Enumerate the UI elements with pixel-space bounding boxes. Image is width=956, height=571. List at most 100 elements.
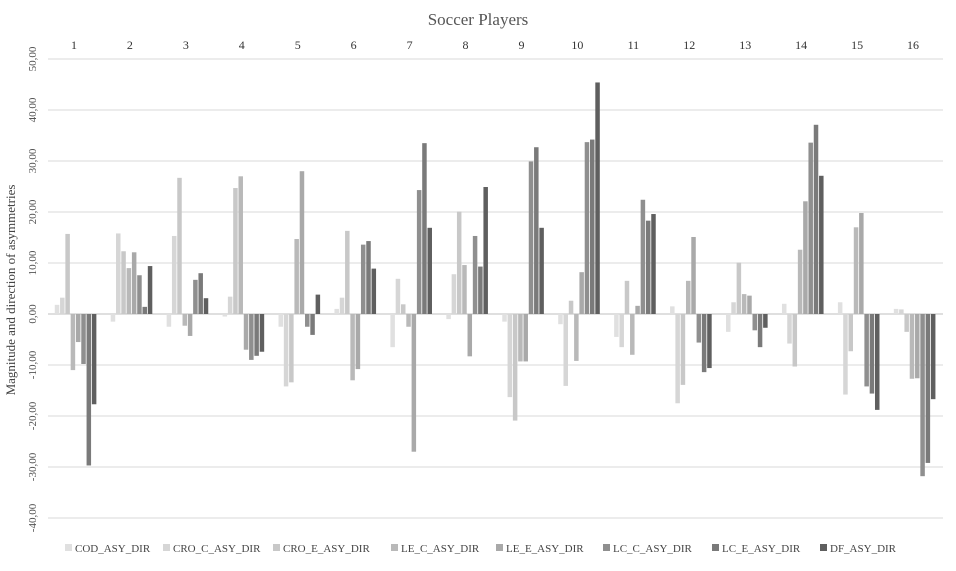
bar-le-e-asy-dir bbox=[75, 314, 81, 343]
bar-cod-asy-dir bbox=[614, 314, 619, 337]
bar-df-asy-dir bbox=[203, 298, 209, 314]
bar-lc-c-asy-dir bbox=[249, 314, 254, 360]
legend-label: LC_E_ASY_DIR bbox=[722, 543, 801, 555]
y-tick-label: -40,00 bbox=[27, 503, 39, 532]
bar-df-asy-dir bbox=[707, 314, 712, 369]
category-label: 2 bbox=[127, 38, 133, 52]
bar-le-c-asy-dir bbox=[350, 314, 355, 381]
y-tick-label: 20,00 bbox=[27, 199, 39, 224]
bar-le-e-asy-dir bbox=[243, 314, 249, 350]
bar-df-asy-dir bbox=[259, 314, 265, 352]
bar-cro-c-asy-dir bbox=[227, 296, 233, 314]
bar-lc-e-asy-dir bbox=[142, 306, 148, 314]
bar-cro-c-asy-dir bbox=[619, 314, 624, 348]
bar-cod-asy-dir bbox=[558, 314, 563, 325]
y-tick-label: 50,00 bbox=[27, 46, 39, 71]
legend-label: LE_C_ASY_DIR bbox=[401, 543, 480, 555]
bar-lc-e-asy-dir bbox=[478, 266, 483, 314]
bar-lc-c-asy-dir bbox=[584, 142, 590, 314]
category-label: 5 bbox=[295, 38, 301, 52]
bar-le-c-asy-dir bbox=[685, 280, 691, 314]
bar-cod-asy-dir bbox=[726, 314, 731, 332]
category-label: 1 bbox=[71, 38, 77, 52]
bar-cro-c-asy-dir bbox=[675, 314, 680, 404]
bar-cod-asy-dir bbox=[278, 314, 284, 327]
bar-cro-e-asy-dir bbox=[121, 251, 126, 314]
bar-le-c-asy-dir bbox=[518, 314, 523, 362]
legend-label: CRO_C_ASY_DIR bbox=[173, 543, 261, 555]
bar-cod-asy-dir bbox=[837, 302, 843, 314]
bar-cro-e-asy-dir bbox=[624, 280, 630, 314]
bar-cro-e-asy-dir bbox=[792, 314, 798, 367]
bar-df-asy-dir bbox=[874, 314, 880, 410]
bar-cod-asy-dir bbox=[166, 314, 172, 327]
bar-le-e-asy-dir bbox=[803, 201, 808, 314]
bar-lc-e-asy-dir bbox=[310, 314, 315, 335]
bar-le-e-asy-dir bbox=[467, 314, 473, 357]
bar-cro-e-asy-dir bbox=[65, 233, 70, 314]
bar-lc-c-asy-dir bbox=[640, 199, 646, 314]
bar-le-e-asy-dir bbox=[523, 314, 528, 362]
bar-cod-asy-dir bbox=[222, 314, 228, 317]
bar-lc-e-asy-dir bbox=[534, 147, 539, 314]
bar-lc-c-asy-dir bbox=[808, 142, 813, 314]
bar-cro-e-asy-dir bbox=[680, 314, 686, 385]
bar-cro-e-asy-dir bbox=[233, 188, 238, 314]
bar-cro-c-asy-dir bbox=[451, 274, 457, 314]
legend-label: LC_C_ASY_DIR bbox=[613, 543, 693, 555]
bar-cro-c-asy-dir bbox=[60, 297, 65, 314]
legend-label: LE_E_ASY_DIR bbox=[506, 543, 584, 555]
bar-le-e-asy-dir bbox=[915, 314, 920, 379]
bar-lc-e-asy-dir bbox=[813, 124, 819, 314]
bar-lc-e-asy-dir bbox=[590, 139, 595, 314]
bar-cro-c-asy-dir bbox=[395, 278, 401, 314]
category-label: 16 bbox=[907, 38, 919, 52]
bar-df-asy-dir bbox=[315, 294, 321, 314]
bar-cro-c-asy-dir bbox=[899, 309, 904, 314]
bar-df-asy-dir bbox=[539, 227, 544, 314]
bar-le-c-asy-dir bbox=[126, 268, 132, 314]
bar-lc-e-asy-dir bbox=[86, 314, 92, 466]
bar-cro-e-asy-dir bbox=[177, 177, 182, 314]
bar-cro-e-asy-dir bbox=[456, 211, 462, 314]
category-label: 10 bbox=[571, 38, 583, 52]
bar-lc-e-asy-dir bbox=[254, 314, 259, 356]
bar-layer bbox=[54, 82, 936, 477]
bar-cod-asy-dir bbox=[390, 314, 395, 348]
bar-lc-c-asy-dir bbox=[864, 314, 869, 387]
bar-lc-c-asy-dir bbox=[416, 190, 422, 314]
bar-lc-e-asy-dir bbox=[645, 220, 651, 314]
bar-cod-asy-dir bbox=[446, 314, 451, 320]
bar-le-c-asy-dir bbox=[630, 314, 635, 355]
y-tick-label: 0,00 bbox=[27, 304, 39, 324]
bar-lc-c-asy-dir bbox=[752, 314, 758, 331]
bar-lc-c-asy-dir bbox=[528, 161, 534, 314]
bar-le-e-asy-dir bbox=[411, 314, 417, 452]
bar-lc-e-asy-dir bbox=[422, 143, 427, 314]
legend-swatch bbox=[712, 544, 719, 551]
bar-cro-c-asy-dir bbox=[283, 314, 289, 387]
bar-le-c-asy-dir bbox=[909, 314, 915, 379]
category-label: 14 bbox=[795, 38, 807, 52]
bar-df-asy-dir bbox=[595, 82, 600, 315]
bar-lc-c-asy-dir bbox=[193, 279, 198, 314]
bar-lc-c-asy-dir bbox=[696, 314, 702, 343]
bar-lc-c-asy-dir bbox=[305, 314, 310, 327]
bar-cro-c-asy-dir bbox=[171, 235, 177, 314]
bar-cod-asy-dir bbox=[110, 314, 116, 322]
bar-le-e-asy-dir bbox=[187, 314, 193, 336]
category-label: 13 bbox=[739, 38, 751, 52]
bar-lc-e-asy-dir bbox=[701, 314, 707, 373]
bar-cod-asy-dir bbox=[670, 306, 675, 314]
bar-lc-c-asy-dir bbox=[472, 235, 478, 314]
bar-cro-e-asy-dir bbox=[345, 230, 350, 314]
legend-label: COD_ASY_DIR bbox=[75, 543, 151, 555]
bar-le-e-asy-dir bbox=[691, 236, 696, 314]
bar-le-c-asy-dir bbox=[741, 294, 747, 314]
y-axis-label: Magnitude and direction of asymmetries bbox=[3, 185, 18, 396]
bar-le-c-asy-dir bbox=[70, 314, 76, 371]
legend-swatch bbox=[391, 544, 398, 551]
